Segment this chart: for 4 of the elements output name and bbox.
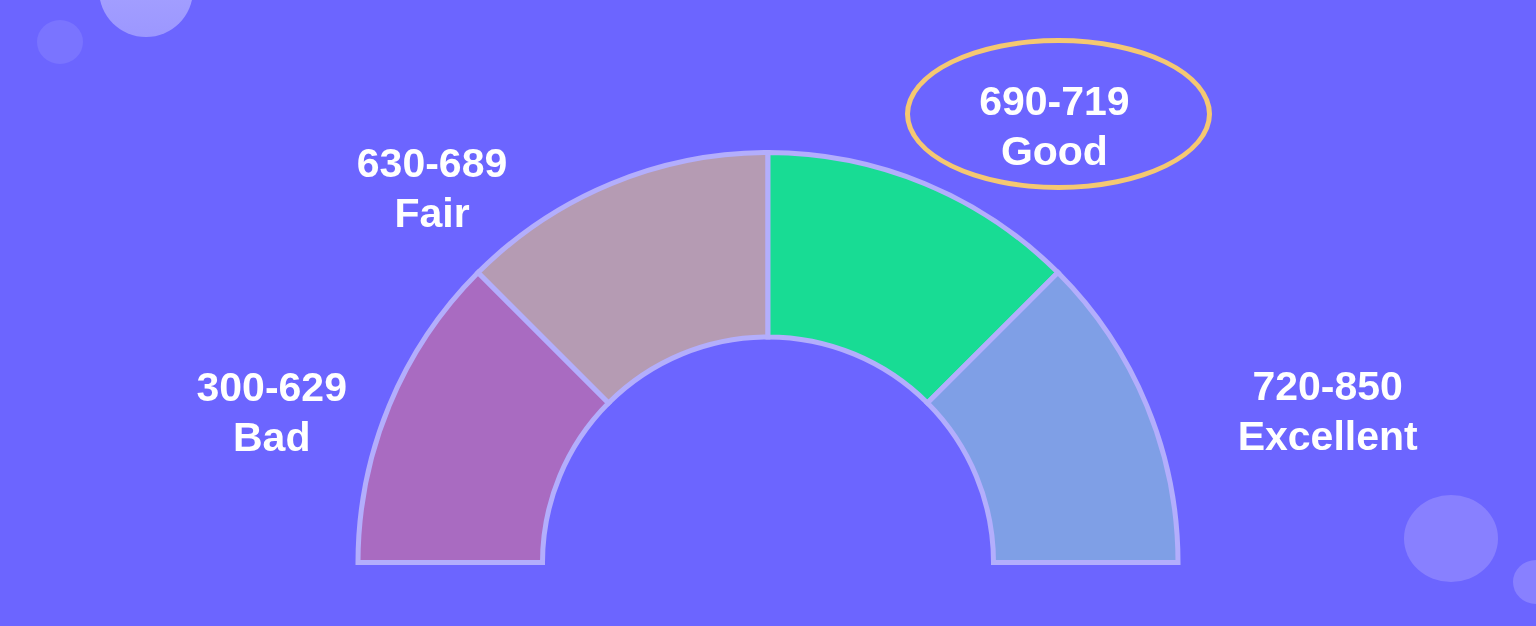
- slice-label: 690-719 Good: [979, 77, 1130, 177]
- slice-label: 720-850 Excellent: [1237, 361, 1418, 461]
- slice-label: 300-629 Bad: [196, 363, 347, 462]
- slice-label: 630-689 Fair: [356, 138, 508, 238]
